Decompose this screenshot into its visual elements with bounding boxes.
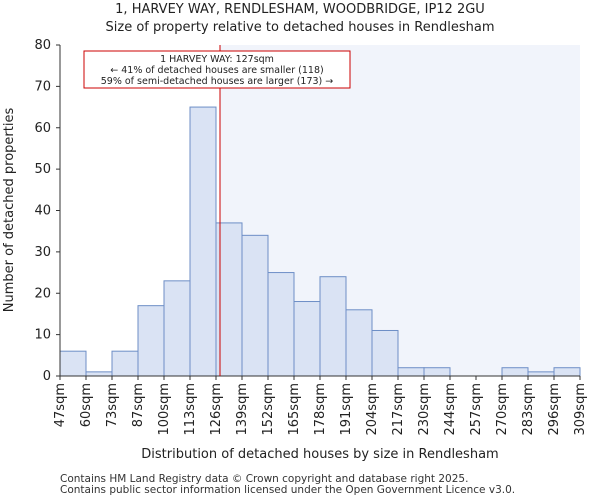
x-tick-label: 73sqm [105, 383, 120, 427]
bar [189, 106, 217, 377]
annotation-line: ← 41% of detached houses are smaller (11… [110, 65, 323, 76]
bar [137, 305, 165, 377]
x-tick-label: 87sqm [131, 383, 146, 427]
chart-subtitle: Size of property relative to detached ho… [105, 20, 495, 35]
x-tick-label: 257sqm [469, 383, 484, 436]
x-tick-label: 126sqm [209, 383, 224, 436]
x-tick-label: 100sqm [157, 383, 172, 436]
x-tick-label: 270sqm [495, 383, 510, 436]
y-tick-label: 0 [43, 369, 51, 384]
bar [267, 272, 295, 377]
x-tick-label: 309sqm [573, 383, 588, 436]
bar [111, 350, 139, 377]
y-tick-label: 70 [34, 79, 51, 94]
x-tick-label: 165sqm [287, 383, 302, 436]
x-tick-label: 230sqm [417, 383, 432, 436]
y-tick-label: 80 [34, 38, 51, 53]
bar [553, 367, 581, 377]
x-tick-label: 152sqm [261, 383, 276, 436]
y-tick-label: 60 [34, 121, 51, 136]
y-tick-label: 40 [34, 204, 51, 219]
y-axis-label: Number of detached properties [2, 108, 17, 313]
x-tick-label: 244sqm [443, 383, 458, 436]
footer-copyright: Contains HM Land Registry data © Crown c… [60, 473, 469, 485]
bar [163, 280, 191, 377]
x-tick-label: 113sqm [183, 383, 198, 436]
y-tick-label: 10 [34, 328, 51, 343]
bar [85, 371, 113, 377]
x-tick-label: 60sqm [79, 383, 94, 427]
x-tick-label: 217sqm [391, 383, 406, 436]
annotation-line: 59% of semi-detached houses are larger (… [101, 76, 334, 87]
bar [241, 234, 269, 377]
x-tick-label: 204sqm [365, 383, 380, 436]
bar [59, 350, 87, 377]
bar [423, 367, 451, 377]
bar [527, 371, 555, 377]
bar [501, 367, 529, 377]
y-tick-label: 20 [34, 286, 51, 301]
footer-licence: Contains public sector information licen… [60, 484, 516, 496]
x-tick-label: 296sqm [547, 383, 562, 436]
x-tick-label: 47sqm [53, 383, 68, 427]
y-tick-label: 30 [34, 245, 51, 260]
bar [345, 309, 373, 377]
x-tick-label: 139sqm [235, 383, 250, 436]
bar-chart: 0 10 20 30 40 50 60 70 80 47sqm 60sqm 73sqm 87sqm 10… [2, 38, 588, 462]
bar [371, 329, 399, 377]
x-tick-label: 178sqm [313, 383, 328, 436]
chart-title-address: 1, HARVEY WAY, RENDLESHAM, WOODBRIDGE, I… [115, 2, 485, 17]
bar [397, 367, 425, 377]
x-tick-label: 283sqm [521, 383, 536, 436]
annotation-line: 1 HARVEY WAY: 127sqm [160, 54, 274, 65]
y-tick-label: 50 [34, 162, 51, 177]
bar [319, 276, 347, 377]
bar [293, 301, 321, 377]
annotation-box [83, 50, 351, 89]
x-axis-label: Distribution of detached houses by size … [141, 447, 498, 462]
x-tick-label: 191sqm [339, 383, 354, 436]
